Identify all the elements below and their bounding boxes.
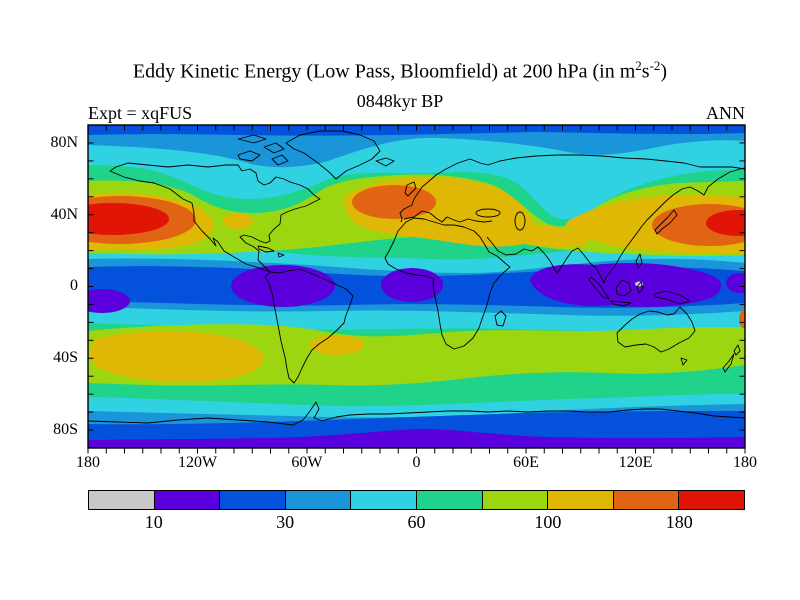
colorbar-segment [284,491,351,509]
red-core-north-pacific [88,203,169,235]
coast-philippines [635,253,643,269]
coast-new-zealand [722,344,741,373]
colorbar-segment [219,491,285,509]
ytick-label: 0 [70,277,78,294]
coast-black-sea [475,208,501,218]
map-panel [87,124,746,454]
coast-indonesia [588,276,691,307]
coast-europe-west [399,181,429,223]
xtick-label: 0 [412,454,421,471]
title-text: ) [660,60,668,83]
coastlines [88,130,745,426]
colorbar-tick-label: 180 [665,512,693,532]
title-text: Eddy Kinetic Energy (Low Pass, Bloomfiel… [132,60,636,83]
cyan-tongue-central-asia [540,153,599,222]
xtick-label: 120E [618,454,653,471]
coast-south-asia [486,167,745,284]
plot-subtitle: 0848kyr BP [356,91,444,111]
purple-minimum-indian-maritime [530,263,722,307]
sh-gold-south-pacific [90,331,264,382]
ytick-label: 40N [50,206,78,223]
xtick-label: 60E [513,454,539,471]
red-core-east-of-japan [706,210,745,236]
coast-iceland [375,157,395,167]
purple-minimum-atlantic [381,268,443,302]
page-title: Eddy Kinetic Energy (Low Pass, Bloomfiel… [0,58,800,84]
xtick-label: 120W [177,454,218,471]
coast-mediterranean [403,210,493,223]
map-canvas [87,124,746,454]
xtick-label: 180 [76,454,100,471]
coast-north-america [109,162,321,273]
xtick-label: 60W [291,454,323,471]
x-axis-labels: 180 120W 60W 0 60E 120E 180 [76,454,757,474]
sh-polar-purple-strip [88,428,745,448]
nh-gold-mideast-bridge [505,225,589,248]
colorbar [88,490,745,510]
purple-minimum-west-pacific [88,289,130,313]
title-superscript: 2 [635,58,642,73]
orange-core-ne-atlantic [352,185,436,219]
colorbar-segment [350,491,416,509]
colorbar-labels: 10 30 60 100 180 [88,512,745,534]
colorbar-tick-label: 30 [276,512,295,532]
ytick-label: 40S [53,349,78,366]
map-frame [87,124,746,449]
experiment-label: Expt = xqFUS [88,103,193,123]
coast-antarctica [88,401,745,426]
coast-caspian-sea [514,211,526,231]
coast-greenland [285,130,381,180]
colorbar-segment [678,491,744,509]
colorbar-segment [481,491,548,509]
coast-japan [654,209,678,235]
coast-cuba-hispaniola [257,245,285,258]
colorbar-tick-label: 10 [144,512,163,532]
xtick-label: 180 [733,454,757,471]
coast-africa [384,217,511,350]
title-superscript: -2 [649,58,661,73]
contour-field [88,125,745,448]
coast-tasmania [680,357,688,366]
coast-britain [404,181,417,197]
purple-minimum-east-pacific-samerica [231,265,335,307]
ytick-label: 80N [50,134,78,151]
coast-madagascar [494,310,507,327]
coast-eurasia-north [427,154,745,183]
colorbar-tick-label: 100 [534,512,562,532]
colorbar-segment [612,491,679,509]
ytick-label: 80S [53,421,78,438]
nh-gold-central-us [223,213,253,229]
title-text: s [641,60,650,83]
sh-orange-sliver-east-of-nz [739,309,745,329]
season-label: ANN [706,103,745,123]
colorbar-segment [89,491,154,509]
colorbar-tick-label: 60 [407,512,426,532]
colorbar-segment [415,491,482,509]
coast-arctic-islands [237,134,289,166]
coast-south-america [264,268,354,384]
sh-gold-east-of-samerica [310,335,364,355]
y-axis-labels: 80N 40N 0 40S 80S [0,125,78,448]
purple-minimum-right-edge [726,273,745,293]
coast-australia [616,306,696,353]
colorbar-segment [153,491,220,509]
colorbar-segment [547,491,613,509]
